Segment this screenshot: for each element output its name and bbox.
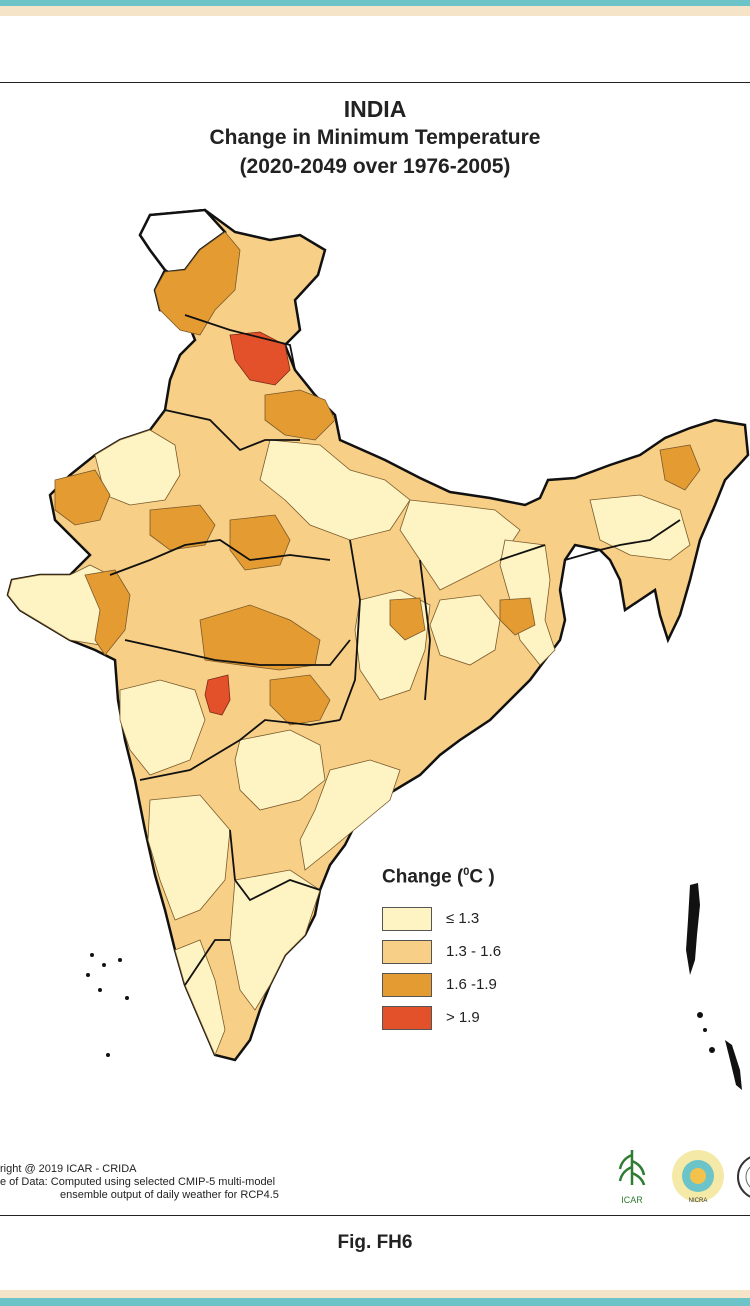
high-change-regions [54, 231, 701, 726]
icar-logo-text: ICAR [621, 1195, 643, 1205]
top-teal-bar [0, 0, 750, 6]
state-boundaries [109, 314, 681, 986]
himachal-north [229, 331, 291, 386]
karnataka [147, 794, 231, 921]
uttarakhand [264, 389, 336, 441]
legend-item-very-high: > 1.9 [382, 1001, 582, 1034]
map-subtitle: Change in Minimum Temperature [209, 126, 541, 149]
source-line: e of Data: Computed using selected CMIP-… [0, 1176, 276, 1188]
figure-label: Fig. FH6 [337, 1232, 413, 1253]
legend-label-low: ≤ 1.3 [446, 910, 480, 928]
nicra-logo: NICRA [672, 1150, 724, 1204]
andaman-islands [686, 883, 700, 975]
icar-logo: ICAR [618, 1150, 646, 1205]
jharkhand-east [389, 597, 426, 641]
india-choropleth-map [6, 208, 750, 1090]
data-credits: right @ 2019 ICAR - CRIDA e of Data: Com… [0, 1163, 279, 1202]
tamil-nadu [229, 869, 321, 1011]
odisha-north [429, 594, 501, 666]
nicobar-islands [725, 1040, 742, 1090]
map-period: (2020-2049 over 1976-2005) [239, 155, 511, 178]
legend-label-high: 1.6 -1.9 [446, 976, 497, 994]
legend-title: Change (0C ) [382, 866, 495, 888]
telangana [234, 729, 326, 811]
map-legend: Change (0C ) ≤ 1.3 1.3 - 1.6 1.6 -1.9 > … [382, 866, 582, 1034]
legend-item-high: 1.6 -1.9 [382, 968, 582, 1001]
odisha-east [499, 597, 536, 636]
map-title: INDIA [343, 96, 407, 122]
legend-item-mid: 1.3 - 1.6 [382, 935, 582, 968]
top-cream-bar [0, 6, 750, 16]
legend-item-low: ≤ 1.3 [382, 902, 582, 935]
gujarat-east [84, 569, 131, 656]
legend-label-very-high: > 1.9 [446, 1009, 480, 1027]
northeast-south [589, 494, 691, 561]
rajasthan-east [54, 469, 111, 526]
legend-swatch-mid [382, 939, 432, 964]
bottom-cream-bar [0, 1290, 750, 1298]
maharashtra-east [269, 674, 331, 726]
nicra-logo-text: NICRA [689, 1198, 708, 1204]
islands [86, 883, 742, 1090]
rajasthan-west [94, 429, 181, 506]
maharashtra-pocket [204, 674, 231, 716]
source-line-2: ensemble output of daily weather for RCP… [60, 1189, 279, 1201]
jammu-kashmir [154, 231, 241, 336]
low-change-regions [7, 429, 691, 1057]
copyright-line: right @ 2019 ICAR - CRIDA [0, 1163, 137, 1175]
mp-west [149, 504, 216, 551]
andhra-coast [299, 759, 401, 871]
assam-east [659, 444, 701, 491]
legend-swatch-high [382, 972, 432, 997]
kerala [174, 939, 226, 1057]
very-high-change-regions [204, 331, 291, 716]
bottom-teal-bar [0, 1298, 750, 1306]
up-central [259, 439, 411, 541]
maharashtra-west [119, 679, 206, 776]
legend-swatch-very-high [382, 1005, 432, 1030]
crida-logo [737, 1156, 750, 1198]
bihar-jharkhand [399, 499, 521, 591]
legend-label-mid: 1.3 - 1.6 [446, 943, 502, 961]
legend-swatch-low [382, 906, 432, 931]
